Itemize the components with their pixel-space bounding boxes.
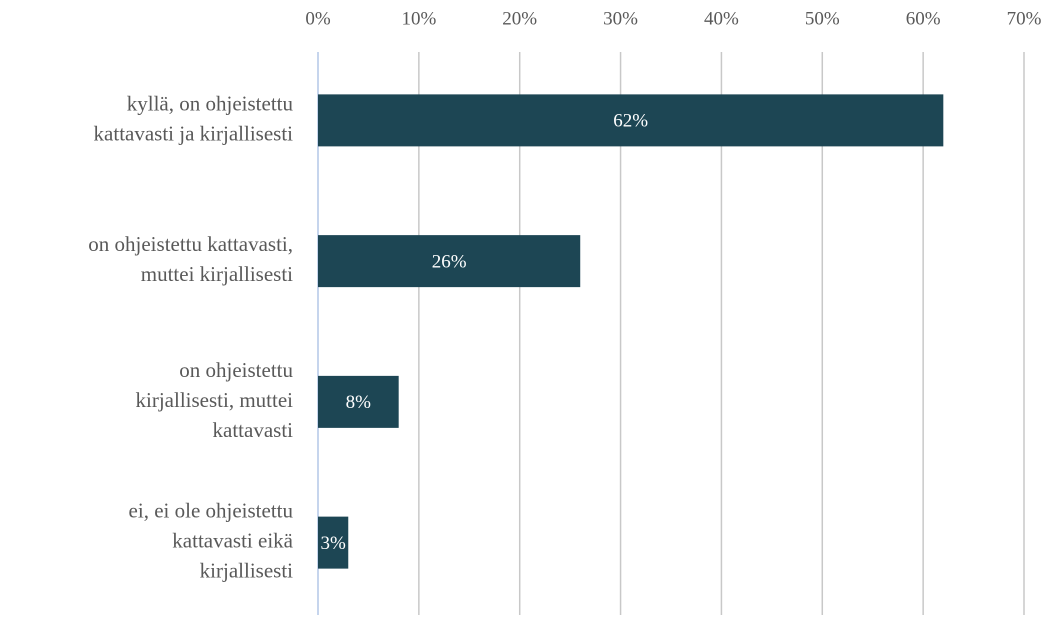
y-tick-label: on ohjeistettu kattavasti, muttei kirjall… — [88, 232, 293, 286]
bar — [318, 235, 581, 288]
x-tick-label: 70% — [1007, 8, 1042, 29]
bar — [318, 375, 399, 428]
bar — [318, 94, 944, 147]
data-label: 3% — [320, 533, 346, 554]
x-tick-label: 60% — [906, 8, 941, 29]
x-tick-label: 20% — [502, 8, 537, 29]
x-tick-label: 0% — [305, 8, 331, 29]
bar — [318, 516, 349, 569]
x-tick-label: 10% — [401, 8, 436, 29]
x-tick-label: 30% — [603, 8, 638, 29]
x-tick-label: 40% — [704, 8, 739, 29]
data-label: 26% — [432, 251, 467, 272]
data-label: 62% — [613, 111, 648, 132]
data-label: 8% — [346, 392, 372, 413]
y-tick-label: ei, ei ole ohjeistettu kattavasti eikä kir… — [129, 498, 294, 582]
y-tick-label: kyllä, on ohjeistettu kattavasti ja kirja… — [94, 91, 294, 145]
y-tick-label: on ohjeistettu kirjallisesti, muttei katta… — [136, 358, 294, 442]
x-tick-label: 50% — [805, 8, 840, 29]
